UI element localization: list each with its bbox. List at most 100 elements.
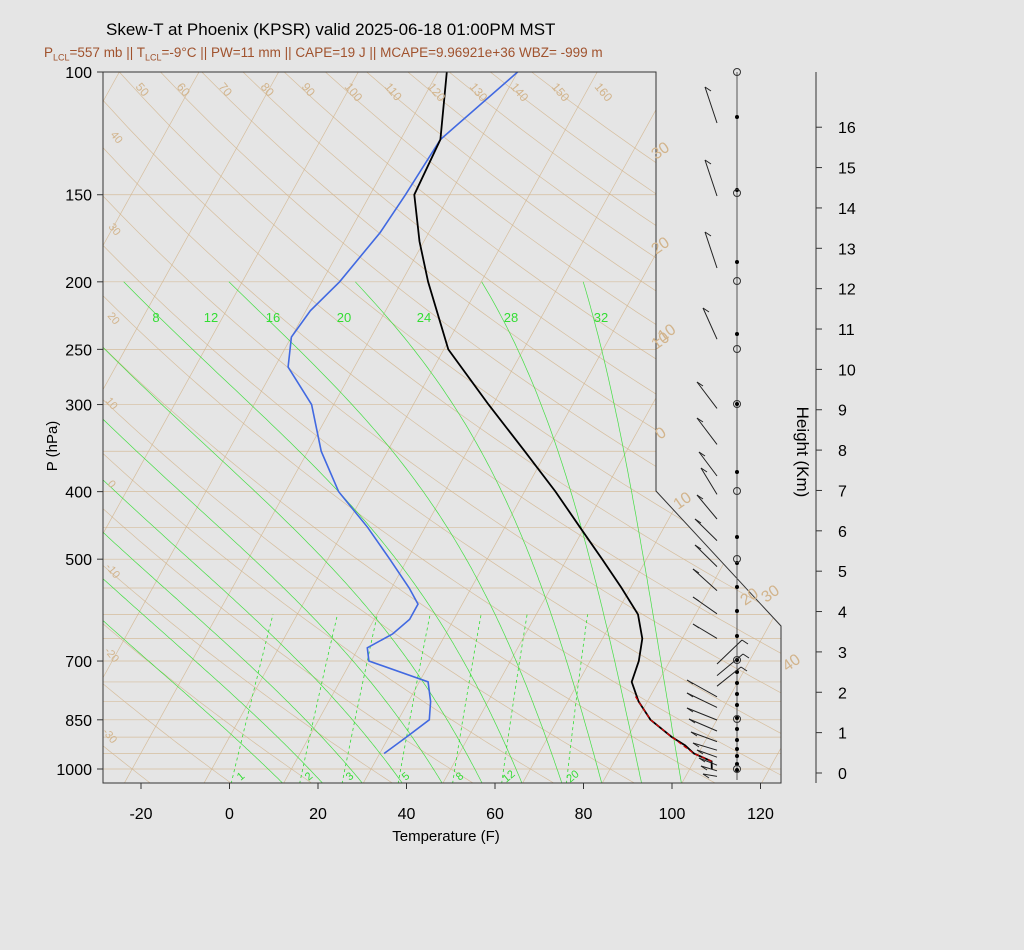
isotherm-line — [103, 72, 439, 783]
isotherm-line — [103, 72, 359, 783]
wind-point — [735, 609, 739, 613]
theta-label: 90 — [299, 80, 319, 99]
wind-barb — [690, 731, 718, 743]
wind-barb — [694, 518, 718, 541]
wind-point — [735, 402, 739, 406]
x-tick-label: -20 — [129, 806, 152, 823]
x-axis-label: Temperature (F) — [392, 828, 500, 845]
wind-calm-circle — [733, 68, 741, 76]
height-tick-label: 10 — [838, 362, 856, 379]
x-tick-label: 100 — [659, 806, 686, 823]
dry-adiabat-line — [366, 72, 781, 783]
plot-frame — [102, 71, 782, 784]
moist-adiabat-line — [123, 281, 523, 783]
y-tick-label: 300 — [65, 398, 92, 415]
moist-adiabat-line — [103, 281, 364, 783]
wind-point — [735, 747, 739, 751]
mixing-ratio-label: 28 — [504, 310, 518, 325]
wind-barb-flag — [688, 718, 696, 724]
wind-barb — [694, 544, 718, 567]
wind-barb — [696, 381, 718, 409]
wind-barb-flag — [704, 159, 712, 165]
wind-point — [735, 716, 739, 720]
dry-adiabat-line — [103, 72, 152, 783]
isotherm-line — [103, 72, 279, 783]
mixing-ratio-label: 32 — [594, 310, 608, 325]
wind-barb-flag — [692, 742, 700, 748]
height-axis-label: Height (Km) — [793, 407, 812, 498]
mixing-ratio-label: 5 — [400, 770, 412, 783]
wind-barb-flag — [741, 639, 749, 645]
wind-point — [735, 658, 739, 662]
height-tick-label: 11 — [838, 322, 855, 339]
wind-barb-flag — [694, 544, 702, 550]
x-tick-label: 60 — [486, 806, 504, 823]
parcel-line — [633, 693, 712, 762]
dry-adiabat-line — [490, 72, 781, 783]
wind-calm-circle — [733, 345, 741, 353]
isotherm-label: 10 — [671, 489, 695, 513]
isotherm-label: 20 — [649, 234, 673, 258]
dry-adiabat-line — [325, 72, 781, 783]
x-tick-label: 120 — [747, 806, 774, 823]
mixing-ratio-label: 1 — [235, 770, 247, 783]
theta-label: 130 — [467, 80, 491, 105]
theta-label: 100 — [342, 80, 366, 105]
dry-adiabat-line — [103, 72, 233, 783]
wind-barb — [716, 653, 744, 676]
x-tick-label: 0 — [225, 806, 234, 823]
wind-barb — [688, 718, 718, 732]
dry-adiabat-line — [407, 72, 781, 783]
mixing-ratio-line — [299, 614, 338, 783]
dewpoint-line — [287, 72, 519, 755]
wind-barb — [700, 467, 718, 495]
mixing-ratio-label: 16 — [266, 310, 280, 325]
dry-adiabat-line — [103, 72, 781, 783]
height-tick-label: 12 — [838, 282, 856, 299]
height-tick-label: 5 — [838, 564, 847, 581]
wind-barb-flag — [696, 417, 704, 423]
x-tick-label: 40 — [398, 806, 416, 823]
wind-barb-flag — [692, 596, 700, 602]
x-tick-label: 80 — [575, 806, 593, 823]
wind-barb-flag — [694, 518, 702, 524]
theta-label: 80 — [258, 80, 278, 99]
y-tick-label: 1000 — [56, 762, 92, 779]
y-tick-label: 250 — [65, 342, 92, 359]
isotherm-label: 20 — [738, 585, 762, 609]
dry-adiabat-line — [103, 72, 556, 783]
moist-adiabat-lines — [103, 281, 682, 783]
dry-adiabat-line — [160, 72, 781, 783]
wind-barb-flag — [742, 653, 750, 659]
wind-barb-flag — [740, 666, 748, 672]
wind-point — [735, 768, 739, 772]
height-tick-label: 4 — [838, 605, 847, 622]
isotherm-line — [521, 72, 781, 783]
wind-barb — [692, 568, 718, 591]
isotherm-line — [681, 72, 781, 783]
theta-label: 110 — [382, 80, 405, 104]
wind-barb-flag — [692, 623, 700, 629]
wind-point — [735, 470, 739, 474]
wind-barbs — [686, 68, 750, 780]
theta-label: 50 — [133, 80, 153, 99]
wind-point — [735, 681, 739, 685]
wind-barb — [698, 757, 718, 766]
theta-label: -10 — [103, 561, 122, 581]
y-tick-label: 200 — [65, 275, 92, 292]
isotherm-label: 0 — [653, 424, 670, 443]
mixing-ratio-label: 12 — [204, 310, 218, 325]
wind-barb-flag — [696, 381, 704, 387]
dry-adiabat-line — [103, 72, 636, 783]
wind-barb-flag — [686, 692, 694, 698]
theta-label: 0 — [105, 478, 118, 490]
wind-barb — [702, 773, 718, 777]
wind-barb — [716, 639, 743, 665]
wind-barb-flag — [698, 451, 706, 457]
isotherm-line — [0, 72, 40, 784]
mixing-ratio-line — [566, 614, 588, 783]
mixing-ratio-line — [397, 614, 431, 783]
height-tick-label: 9 — [838, 403, 847, 420]
wind-point — [735, 754, 739, 758]
